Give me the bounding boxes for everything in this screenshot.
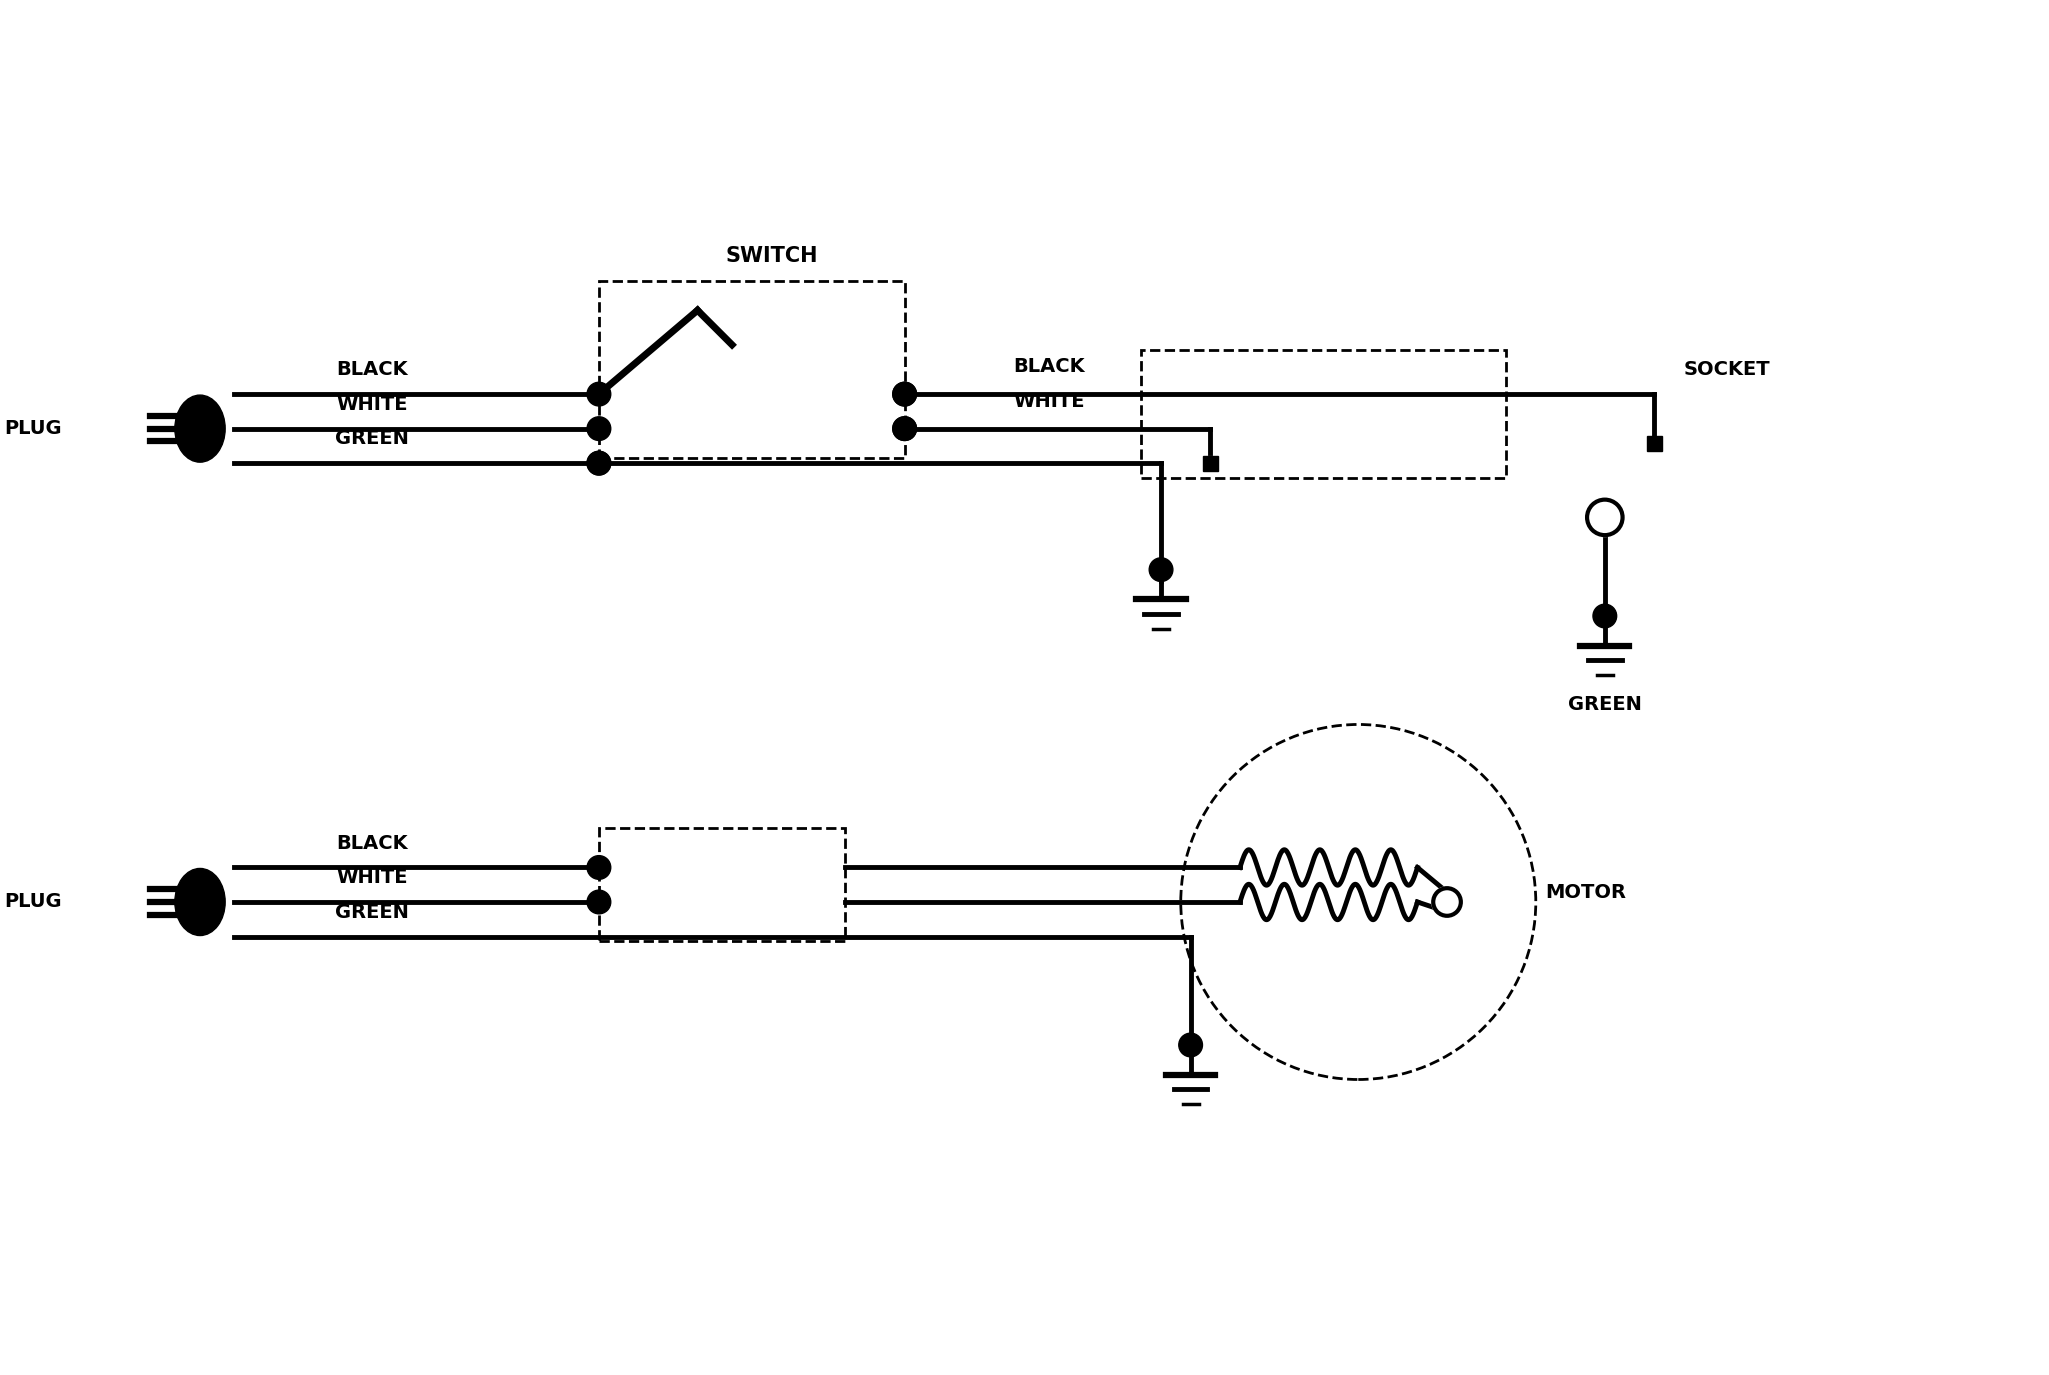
Circle shape bbox=[588, 451, 611, 474]
Text: GREEN: GREEN bbox=[336, 903, 410, 921]
Circle shape bbox=[893, 417, 916, 440]
Text: WHITE: WHITE bbox=[336, 868, 408, 887]
Circle shape bbox=[1588, 499, 1623, 535]
Text: PLUG: PLUG bbox=[4, 419, 61, 439]
Ellipse shape bbox=[174, 869, 225, 935]
Text: GREEN: GREEN bbox=[1567, 694, 1641, 714]
Circle shape bbox=[1149, 558, 1172, 582]
Text: SWITCH: SWITCH bbox=[725, 246, 818, 265]
Circle shape bbox=[588, 451, 611, 474]
Text: SOCKET: SOCKET bbox=[1684, 360, 1770, 380]
Circle shape bbox=[1178, 1033, 1203, 1057]
Text: MOTOR: MOTOR bbox=[1545, 883, 1627, 902]
Circle shape bbox=[588, 382, 611, 406]
Text: BLACK: BLACK bbox=[336, 833, 408, 852]
Text: PLUG: PLUG bbox=[4, 892, 61, 912]
Circle shape bbox=[893, 382, 916, 406]
Circle shape bbox=[893, 417, 916, 440]
Text: BLACK: BLACK bbox=[1012, 358, 1084, 377]
Bar bbox=[1203, 455, 1217, 470]
Bar bbox=[1647, 436, 1662, 451]
Circle shape bbox=[588, 890, 611, 914]
Circle shape bbox=[588, 417, 611, 440]
Ellipse shape bbox=[174, 395, 225, 462]
Text: WHITE: WHITE bbox=[336, 395, 408, 414]
Text: BLACK: BLACK bbox=[336, 360, 408, 380]
Text: WHITE: WHITE bbox=[1012, 392, 1084, 411]
Circle shape bbox=[1592, 604, 1617, 628]
Circle shape bbox=[588, 855, 611, 879]
Circle shape bbox=[893, 382, 916, 406]
Circle shape bbox=[1432, 888, 1461, 916]
Text: GREEN: GREEN bbox=[336, 429, 410, 448]
